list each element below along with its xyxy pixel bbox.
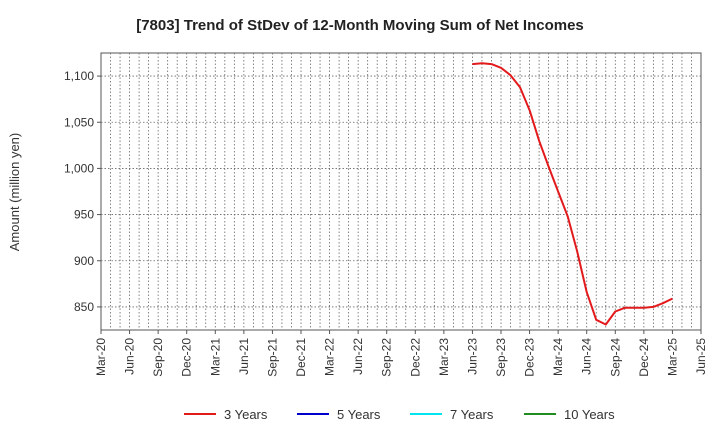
x-tick-label: Jun-25 — [694, 338, 708, 375]
x-tick-label: Dec-24 — [637, 338, 651, 377]
series-lines — [472, 62, 673, 326]
x-tick-label: Mar-21 — [208, 338, 222, 376]
x-tick-label: Mar-22 — [323, 338, 337, 376]
x-tick-label: Sep-24 — [608, 338, 622, 377]
x-tick-label: Dec-22 — [408, 338, 422, 377]
y-tick-label: 950 — [74, 208, 94, 222]
series-line-3-years — [472, 62, 673, 326]
y-axis-ticks: 850 900 950 1,000 1,050 1,100 — [64, 69, 101, 314]
chart-title: [7803] Trend of StDev of 12-Month Moving… — [136, 17, 584, 34]
x-tick-label: Dec-21 — [294, 338, 308, 377]
x-tick-label: Jun-22 — [351, 338, 365, 375]
x-tick-label: Sep-23 — [494, 338, 508, 377]
x-tick-label: Sep-22 — [380, 338, 394, 377]
x-tick-label: Mar-20 — [94, 338, 108, 376]
x-tick-label: Jun-24 — [580, 338, 594, 375]
grid-lines — [101, 53, 701, 330]
y-axis-label: Amount (million yen) — [7, 133, 22, 252]
x-tick-label: Sep-21 — [265, 338, 279, 377]
y-tick-label: 1,050 — [64, 115, 94, 129]
y-tick-label: 1,100 — [64, 69, 94, 83]
y-tick-label: 900 — [74, 254, 94, 268]
x-tick-label: Dec-20 — [180, 338, 194, 377]
x-tick-label: Dec-23 — [523, 338, 537, 377]
x-tick-label: Jun-20 — [123, 338, 137, 375]
plot-area — [100, 52, 702, 331]
y-tick-label: 1,000 — [64, 161, 94, 175]
x-tick-label: Sep-20 — [151, 338, 165, 377]
x-axis-ticks: Mar-20 Jun-20 Sep-20 Dec-20 Mar-21 Jun-21 Sep-… — [94, 330, 708, 377]
legend-label: 7 Years — [450, 407, 494, 422]
x-tick-label: Mar-25 — [665, 338, 679, 376]
x-tick-label: Mar-24 — [551, 338, 565, 376]
x-tick-label: Jun-21 — [237, 338, 251, 375]
x-tick-label: Mar-23 — [437, 338, 451, 376]
y-tick-label: 850 — [74, 300, 94, 314]
x-tick-label: Jun-23 — [465, 338, 479, 375]
legend-label: 10 Years — [564, 407, 615, 422]
legend-label: 3 Years — [224, 407, 268, 422]
legend: 3 Years 5 Years 7 Years 10 Years — [184, 407, 615, 422]
legend-label: 5 Years — [337, 407, 381, 422]
